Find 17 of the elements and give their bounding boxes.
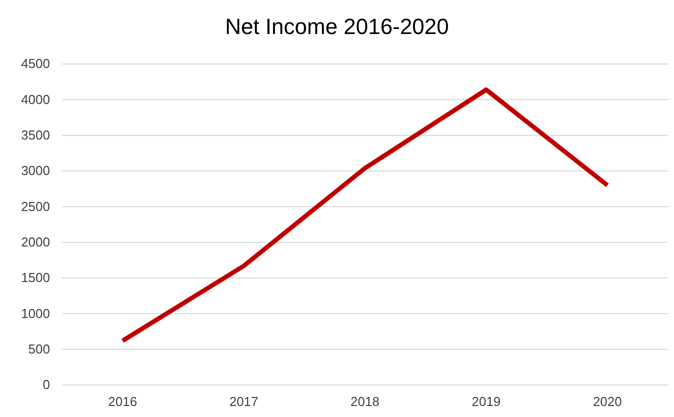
x-tick-label: 2016 [108, 394, 138, 410]
y-tick-label: 0 [42, 377, 50, 392]
y-tick-label: 2500 [21, 198, 50, 214]
line-series [120, 87, 610, 344]
y-tick-label: 3000 [21, 163, 50, 178]
y-tick-label: 2000 [21, 234, 50, 250]
y-tick-label: 1500 [21, 270, 50, 286]
y-tick-label: 4500 [21, 56, 50, 72]
y-tick-label: 4000 [21, 92, 50, 107]
x-tick-label: 2020 [592, 394, 622, 410]
x-tick-label: 2018 [350, 394, 380, 410]
y-tick-label: 3500 [21, 127, 50, 142]
chart-title: Net Income 2016-2020 [225, 14, 449, 39]
y-tick-label: 1000 [21, 306, 50, 321]
x-tick-label: 2019 [472, 394, 501, 410]
y-tick-label: 500 [28, 341, 50, 356]
x-tick-label: 2017 [229, 394, 258, 410]
